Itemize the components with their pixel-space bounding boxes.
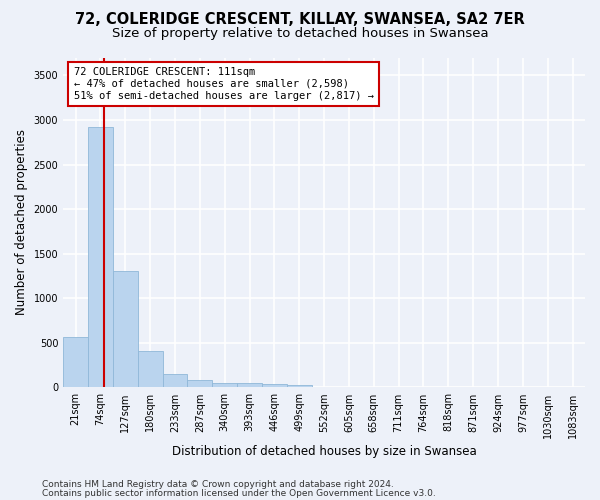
Bar (88, 127, 113, 388)
Bar (187, 380, 212, 388)
Bar (237, 383, 262, 388)
Text: 72 COLERIDGE CRESCENT: 111sqm
← 47% of detached houses are smaller (2,598)
51% o: 72 COLERIDGE CRESCENT: 111sqm ← 47% of d… (74, 68, 374, 100)
Bar (163, 374, 187, 388)
Text: Contains public sector information licensed under the Open Government Licence v3: Contains public sector information licen… (42, 488, 436, 498)
Bar (287, 385, 311, 388)
Y-axis label: Number of detached properties: Number of detached properties (15, 130, 28, 316)
Bar (63, 336, 88, 388)
Bar (138, 351, 163, 388)
Text: 72, COLERIDGE CRESCENT, KILLAY, SWANSEA, SA2 7ER: 72, COLERIDGE CRESCENT, KILLAY, SWANSEA,… (75, 12, 525, 28)
Text: Contains HM Land Registry data © Crown copyright and database right 2024.: Contains HM Land Registry data © Crown c… (42, 480, 394, 489)
Text: Size of property relative to detached houses in Swansea: Size of property relative to detached ho… (112, 28, 488, 40)
Bar (113, 270, 138, 388)
X-axis label: Distribution of detached houses by size in Swansea: Distribution of detached houses by size … (172, 444, 476, 458)
Bar (262, 384, 287, 388)
Bar (212, 382, 237, 388)
